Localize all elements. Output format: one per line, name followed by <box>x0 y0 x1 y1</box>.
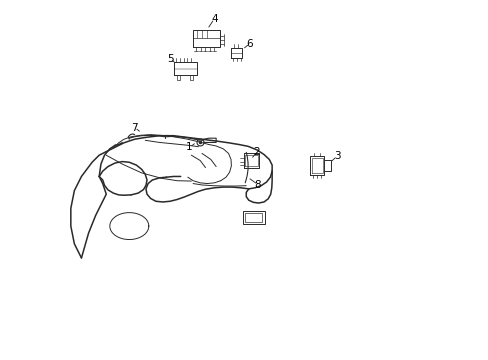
Text: 5: 5 <box>166 54 173 64</box>
Bar <box>244 213 262 222</box>
Text: 6: 6 <box>246 39 253 49</box>
Text: 8: 8 <box>254 180 261 190</box>
Bar <box>242 211 264 224</box>
Text: 1: 1 <box>186 143 192 152</box>
Text: 3: 3 <box>333 151 340 161</box>
Text: 4: 4 <box>211 14 217 24</box>
Text: 7: 7 <box>131 122 138 132</box>
Text: 2: 2 <box>253 147 260 157</box>
